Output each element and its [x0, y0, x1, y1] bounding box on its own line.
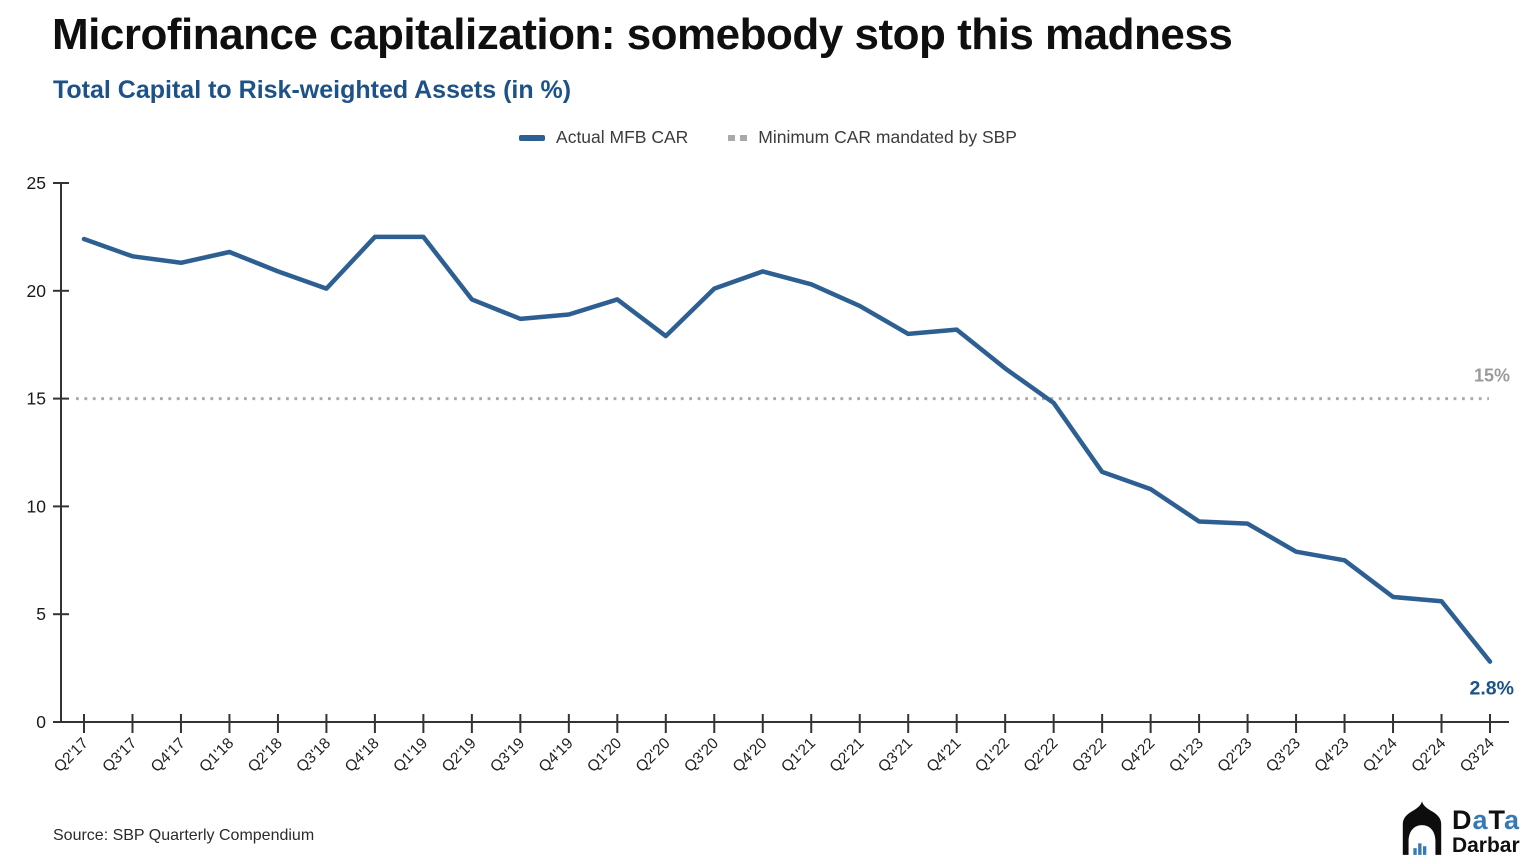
x-tick-label: Q2'21 [827, 735, 868, 776]
x-tick-label: Q1'20 [584, 735, 625, 776]
x-tick-label: Q2'23 [1214, 735, 1255, 776]
x-tick-label: Q1'22 [972, 735, 1013, 776]
x-tick-label: Q1'19 [390, 735, 431, 776]
x-tick-label: Q3'24 [1457, 735, 1498, 776]
x-tick-label: Q2'22 [1021, 735, 1062, 776]
line-chart: 0 5 10 15 20 25 Q2'17 Q3'17 Q4'17 Q1'18 Q2'18 Q3'18… [27, 173, 1514, 776]
x-tick-label: Q2'18 [245, 735, 286, 776]
legend-item-actual-car: Actual MFB CAR [519, 127, 688, 148]
chart-legend: Actual MFB CAR Minimum CAR mandated by S… [0, 127, 1536, 148]
annotation-2.8%: 2.8% [1470, 678, 1514, 700]
x-tick-label: Q3'21 [875, 735, 916, 776]
source-note: Source: SBP Quarterly Compendium [53, 827, 315, 844]
x-tick-label: Q4'17 [148, 735, 189, 776]
y-tick-label: 5 [36, 604, 46, 624]
x-tick-label: Q1'23 [1166, 735, 1207, 776]
legend-label: Minimum CAR mandated by SBP [758, 127, 1017, 147]
x-tick-label: Q3'20 [681, 735, 722, 776]
legend-item-minimum-car: Minimum CAR mandated by SBP [728, 127, 1017, 148]
x-tick-label: Q3'19 [487, 735, 528, 776]
x-tick-label: Q1'21 [778, 735, 819, 776]
page-title: Microfinance capitalization: somebody st… [52, 10, 1233, 59]
data-darbar-logo: DaTa Darbar [1398, 800, 1520, 856]
x-tick-label: Q4'18 [342, 735, 383, 776]
x-tick-label: Q3'18 [293, 735, 334, 776]
y-tick-label: 25 [27, 173, 46, 193]
y-tick-label: 15 [27, 389, 46, 409]
x-tick-label: Q2'20 [633, 735, 674, 776]
dotted-line-swatch-icon [728, 134, 748, 141]
x-tick-label: Q2'17 [51, 735, 92, 776]
mosque-dome-icon [1402, 801, 1442, 855]
x-tick-label: Q4'19 [536, 735, 577, 776]
y-tick-label: 10 [27, 496, 47, 516]
annotation-15%: 15% [1474, 366, 1510, 386]
solid-line-swatch-icon [519, 134, 546, 141]
x-tick-label: Q3'22 [1069, 735, 1110, 776]
actual-mfb-car-line [81, 234, 1493, 664]
y-tick-label: 0 [36, 712, 46, 732]
logo-line-2: Darbar [1451, 834, 1520, 857]
logo-line-1: DaTa [1451, 805, 1520, 835]
chart-subtitle: Total Capital to Risk-weighted Assets (i… [53, 76, 572, 104]
x-tick-label: Q1'24 [1360, 735, 1401, 776]
legend-label: Actual MFB CAR [556, 127, 689, 147]
x-tick-label: Q4'23 [1311, 735, 1352, 776]
x-tick-label: Q1'18 [196, 735, 237, 776]
x-tick-label: Q4'22 [1118, 735, 1159, 776]
x-tick-label: Q4'20 [730, 735, 771, 776]
logo-wordmark: DaTa Darbar [1451, 805, 1520, 857]
x-tick-label: Q2'24 [1408, 735, 1449, 776]
x-tick-label: Q3'17 [99, 735, 140, 776]
y-tick-label: 20 [27, 281, 47, 301]
x-tick-label: Q4'21 [924, 735, 965, 776]
x-tick-label: Q3'23 [1263, 735, 1304, 776]
x-tick-label: Q2'19 [439, 735, 480, 776]
